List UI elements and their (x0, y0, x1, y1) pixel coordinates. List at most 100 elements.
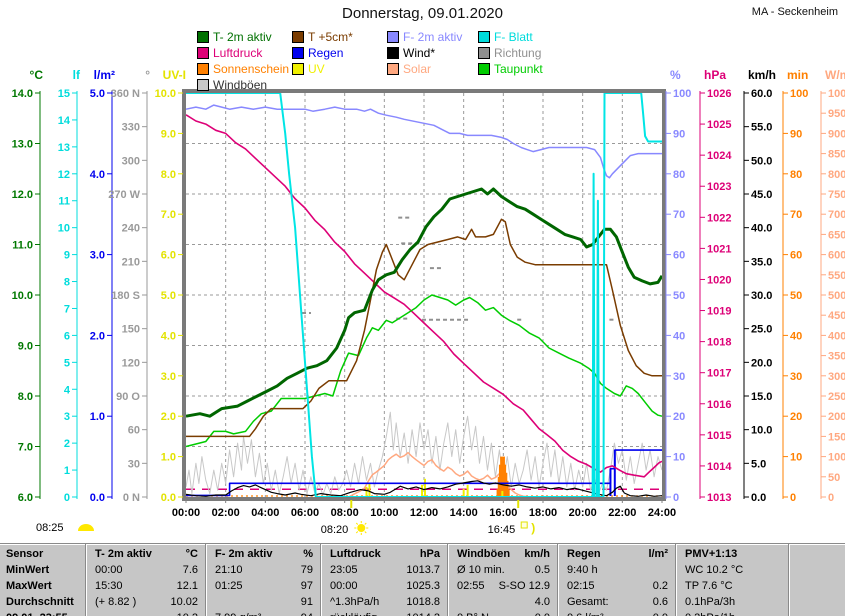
svg-text:4.0: 4.0 (90, 169, 105, 181)
svg-text:100: 100 (828, 452, 845, 464)
svg-text:60: 60 (673, 250, 685, 262)
svg-text:150: 150 (828, 431, 845, 443)
table-column-2: Luftdruck hPa 23:05 1013.7 00:00 1025.3 ^1.3hP… (320, 544, 447, 616)
svg-text:9.0: 9.0 (161, 128, 176, 140)
svg-text:0 N: 0 N (123, 492, 140, 504)
svg-text:25.0: 25.0 (751, 324, 772, 336)
svg-text:90: 90 (673, 128, 685, 140)
axis-°: ° 0 N 30 60 90 O 120 150 180 S 210 240 270 W 300 330… (108, 68, 150, 504)
x-axis-label: 02:00 (212, 507, 240, 519)
svg-text:1015: 1015 (707, 430, 731, 442)
x-axis-label: 18:00 (529, 507, 557, 519)
moon-crescent-icon: ) (531, 521, 535, 535)
svg-text:4.0: 4.0 (161, 330, 176, 342)
series-luftdruck (185, 114, 663, 478)
table-column-header: T- 2m aktiv °C (95, 548, 198, 560)
x-axis-label: 04:00 (251, 507, 279, 519)
svg-text:750: 750 (828, 189, 845, 201)
svg-text:0: 0 (673, 492, 679, 504)
legend-label: Solar (403, 62, 432, 76)
table-column-header: Windböen km/h (457, 548, 550, 560)
svg-text:9: 9 (64, 250, 70, 262)
table-rowheader-column: Sensor MinWert MaxWert Durchschnitt 09.01. 2… (0, 544, 85, 616)
svg-text:8: 8 (64, 277, 70, 289)
series-f-blatt (186, 92, 662, 498)
svg-text:6: 6 (64, 330, 70, 342)
legend-item-3: F- Blatt (478, 29, 608, 45)
x-axis-label: 10:00 (370, 507, 398, 519)
legend-label: Regen (308, 46, 344, 60)
svg-text:°C: °C (30, 68, 44, 82)
table-cell: (+ 8.82 ) 10.02 (95, 596, 198, 608)
table-cell: 01:25 97 (215, 580, 313, 592)
svg-text:0.0: 0.0 (751, 492, 766, 504)
svg-text:1022: 1022 (707, 212, 731, 224)
legend-item-12: Windböen (197, 77, 292, 93)
series-regen-ticks (609, 450, 616, 496)
weather-day-chart: °C6.07.08.09.010.011.012.013.014.0lf0123… (12, 68, 845, 536)
legend-swatch-icon (387, 63, 399, 75)
svg-text:80: 80 (790, 169, 802, 181)
half-sun-icon (78, 524, 94, 531)
svg-text:10.0: 10.0 (155, 88, 176, 100)
svg-text:1014: 1014 (707, 461, 732, 473)
svg-text:800: 800 (828, 169, 845, 181)
svg-text:15: 15 (58, 88, 70, 100)
svg-text:20: 20 (790, 411, 802, 423)
legend-item-0: T- 2m aktiv (197, 29, 292, 45)
svg-text:4: 4 (64, 384, 71, 396)
svg-text:5.0: 5.0 (751, 458, 766, 470)
svg-text:70: 70 (790, 209, 802, 221)
svg-text:1018: 1018 (707, 337, 731, 349)
svg-text:3: 3 (64, 411, 70, 423)
sunrise-sun-icon (357, 524, 366, 532)
chart-legend: T- 2m aktiv T +5cm* F- 2m aktiv F- Blatt Luf… (197, 29, 608, 93)
svg-text:8.0: 8.0 (18, 391, 33, 403)
table-cell: 02:55 S-SO 12.9 (457, 580, 550, 592)
svg-text:1025: 1025 (707, 119, 731, 131)
legend-item-2: F- 2m aktiv (387, 29, 478, 45)
svg-text:1020: 1020 (707, 274, 731, 286)
svg-text:1.0: 1.0 (90, 411, 105, 423)
series-taupunkt (185, 294, 663, 448)
svg-text:360 N: 360 N (111, 88, 140, 100)
table-cell: 7.99 g/m³94 (206, 610, 320, 616)
svg-text:11: 11 (58, 196, 70, 208)
legend-label: Wind* (403, 46, 436, 60)
x-axis-label: 14:00 (450, 507, 478, 519)
table-column-5: PMV+1:13 WC 10.2 °C TP 7.6 °C 0.1hPa/3h 0.2h… (675, 544, 788, 616)
svg-text:300: 300 (828, 371, 845, 383)
svg-text:6.0: 6.0 (18, 492, 33, 504)
axis-hPa: hPa 1013 1014 1015 1016 1017 1018 1019 1020 1021 1… (699, 68, 732, 504)
svg-text:40: 40 (673, 330, 685, 342)
series-solar (348, 451, 532, 498)
series-temp-2m (185, 187, 664, 418)
svg-text:200: 200 (828, 411, 845, 423)
svg-text:min: min (787, 68, 808, 82)
table-cell: TP 7.6 °C (685, 580, 733, 592)
legend-swatch-icon (387, 31, 399, 43)
svg-text:650: 650 (828, 229, 845, 241)
svg-text:60.0: 60.0 (751, 88, 772, 100)
svg-text:500: 500 (828, 290, 845, 302)
svg-text:10.0: 10.0 (12, 290, 33, 302)
svg-text:0.0: 0.0 (161, 492, 176, 504)
svg-text:30: 30 (673, 371, 685, 383)
axis-min: min 0 10 20 30 40 50 60 70 80 90 100 (782, 68, 808, 504)
legend-swatch-icon (197, 63, 209, 75)
svg-text:14.0: 14.0 (12, 88, 33, 100)
svg-text:1016: 1016 (707, 399, 731, 411)
sun-annotations: 08:20 16:45) (321, 500, 535, 536)
sunset-time: 16:45 (488, 524, 516, 536)
svg-text:%: % (670, 68, 681, 82)
svg-text:8.0: 8.0 (161, 169, 176, 181)
series-sonnenschein (496, 456, 510, 496)
svg-text:5.0: 5.0 (161, 290, 176, 302)
table-row-header: Durchschnitt (6, 596, 74, 608)
svg-text:400: 400 (828, 330, 845, 342)
legend-label: UV (308, 62, 325, 76)
svg-text:1019: 1019 (707, 306, 731, 318)
legend-item-4: Luftdruck (197, 45, 292, 61)
